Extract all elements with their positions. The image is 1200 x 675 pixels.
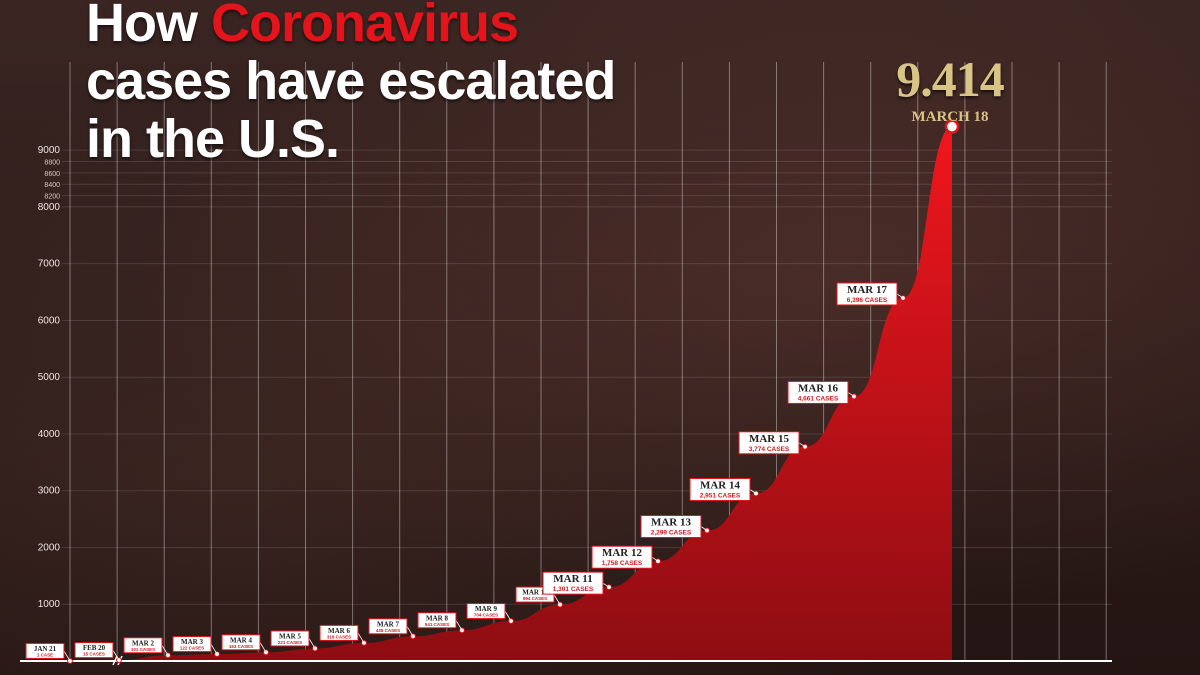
point-cases-label: 2,951 CASES	[700, 493, 741, 500]
y-tick-label: 3000	[38, 486, 61, 497]
point-cases-label: 122 CASES	[180, 646, 204, 651]
point-date-label: MAR 4	[230, 636, 252, 644]
point-cases-label: 1,758 CASES	[602, 560, 643, 567]
y-tick-label: 8600	[44, 171, 60, 178]
label-box	[319, 624, 359, 641]
label-box	[123, 637, 163, 654]
label-box	[417, 612, 457, 629]
point-cases-label: 541 CASES	[425, 622, 449, 627]
y-tick-label: 9000	[38, 145, 61, 156]
label-box	[466, 603, 506, 620]
point-date-label: MAR 11	[553, 573, 592, 585]
label-leader	[406, 626, 414, 637]
point-cases-label: 221 CASES	[278, 640, 302, 645]
point-date-label: JAN 21	[34, 645, 57, 653]
point-cases-label: 1,301 CASES	[553, 586, 594, 593]
point-date-label: MAR 2	[132, 639, 154, 647]
point-cases-label: 3,774 CASES	[749, 446, 790, 453]
point-cases-label: 15 CASES	[83, 652, 105, 657]
label-box	[74, 642, 114, 659]
latest-total-value: 9.414	[896, 51, 1005, 107]
point-date-label: MAR 12	[602, 547, 643, 559]
title-line1-prefix: How	[86, 0, 211, 53]
point-date-label: FEB 20	[83, 644, 106, 652]
point-date-label: MAR 16	[798, 382, 839, 394]
y-tick-label: 6000	[38, 315, 61, 326]
point-cases-label: 6,396 CASES	[847, 297, 888, 304]
label-leader	[651, 556, 659, 562]
point-date-label: MAR 15	[749, 433, 790, 445]
label-box	[542, 571, 604, 595]
label-box	[738, 431, 800, 455]
label-leader	[357, 632, 365, 644]
point-cases-label: 319 CASES	[327, 634, 351, 639]
y-tick-label: 8800	[44, 160, 60, 167]
point-date-label: MAR 14	[700, 480, 741, 492]
point-cases-label: 1 CASE	[37, 652, 53, 657]
y-tick-label: 5000	[38, 372, 61, 383]
y-tick-label: 7000	[38, 259, 61, 270]
label-leader	[161, 645, 169, 656]
point-date-label: MAR 13	[651, 517, 692, 529]
point-cases-label: 994 CASES	[523, 596, 547, 601]
label-box	[787, 380, 849, 404]
label-box	[836, 282, 898, 306]
label-leader	[455, 620, 463, 631]
label-leader	[700, 526, 708, 531]
point-date-label: MAR 9	[475, 605, 497, 613]
point-date-label: MAR 8	[426, 614, 448, 622]
data-point	[944, 119, 960, 134]
label-leader	[896, 293, 904, 299]
y-tick-label: 1000	[38, 599, 61, 610]
point-date-label: MAR 17	[847, 284, 888, 296]
title-line2: cases have escalated	[86, 51, 616, 111]
label-box	[689, 478, 751, 502]
point-cases-label: 435 CASES	[376, 628, 400, 633]
cases-area	[70, 126, 952, 661]
point-cases-label: 4,661 CASES	[798, 395, 839, 402]
label-leader	[553, 594, 561, 605]
label-leader	[308, 638, 316, 649]
point-date-label: MAR 5	[279, 632, 301, 640]
point-cases-label: 2,299 CASES	[651, 530, 692, 537]
label-box	[368, 618, 408, 635]
label-box	[172, 636, 212, 653]
point-date-label: MAR 3	[181, 638, 203, 646]
label-leader	[847, 392, 855, 397]
label-leader	[63, 650, 71, 662]
y-tick-label: 8000	[38, 202, 61, 213]
chart-title: How Coronavirus cases have escalated in …	[86, 0, 616, 169]
point-cases-label: 704 CASES	[474, 613, 498, 618]
label-box	[25, 642, 65, 659]
label-leader	[504, 610, 512, 622]
point-date-label: MAR 10	[522, 589, 548, 597]
y-tick-label: 2000	[38, 542, 61, 553]
y-tick-label: 4000	[38, 429, 61, 440]
label-leader	[112, 649, 120, 661]
label-box	[221, 634, 261, 651]
point-cases-label: 101 CASES	[131, 647, 155, 652]
label-box	[591, 545, 653, 569]
title-line1-highlight: Coronavirus	[211, 0, 519, 53]
point-date-label: MAR 6	[328, 627, 350, 635]
label-leader	[259, 642, 267, 653]
label-box	[640, 515, 702, 539]
y-tick-label: 8200	[44, 194, 60, 201]
label-leader	[210, 643, 218, 655]
label-leader	[749, 489, 757, 494]
point-date-label: MAR 7	[377, 620, 399, 628]
horizontal-gridlines	[62, 149, 1112, 605]
label-leader	[602, 582, 610, 588]
label-box	[270, 630, 310, 647]
latest-total-date: MARCH 18	[911, 109, 989, 125]
title-line3: in the U.S.	[86, 109, 340, 169]
label-leader	[798, 442, 806, 448]
y-tick-label: 8400	[44, 182, 60, 189]
point-cases-label: 153 CASES	[229, 644, 253, 649]
